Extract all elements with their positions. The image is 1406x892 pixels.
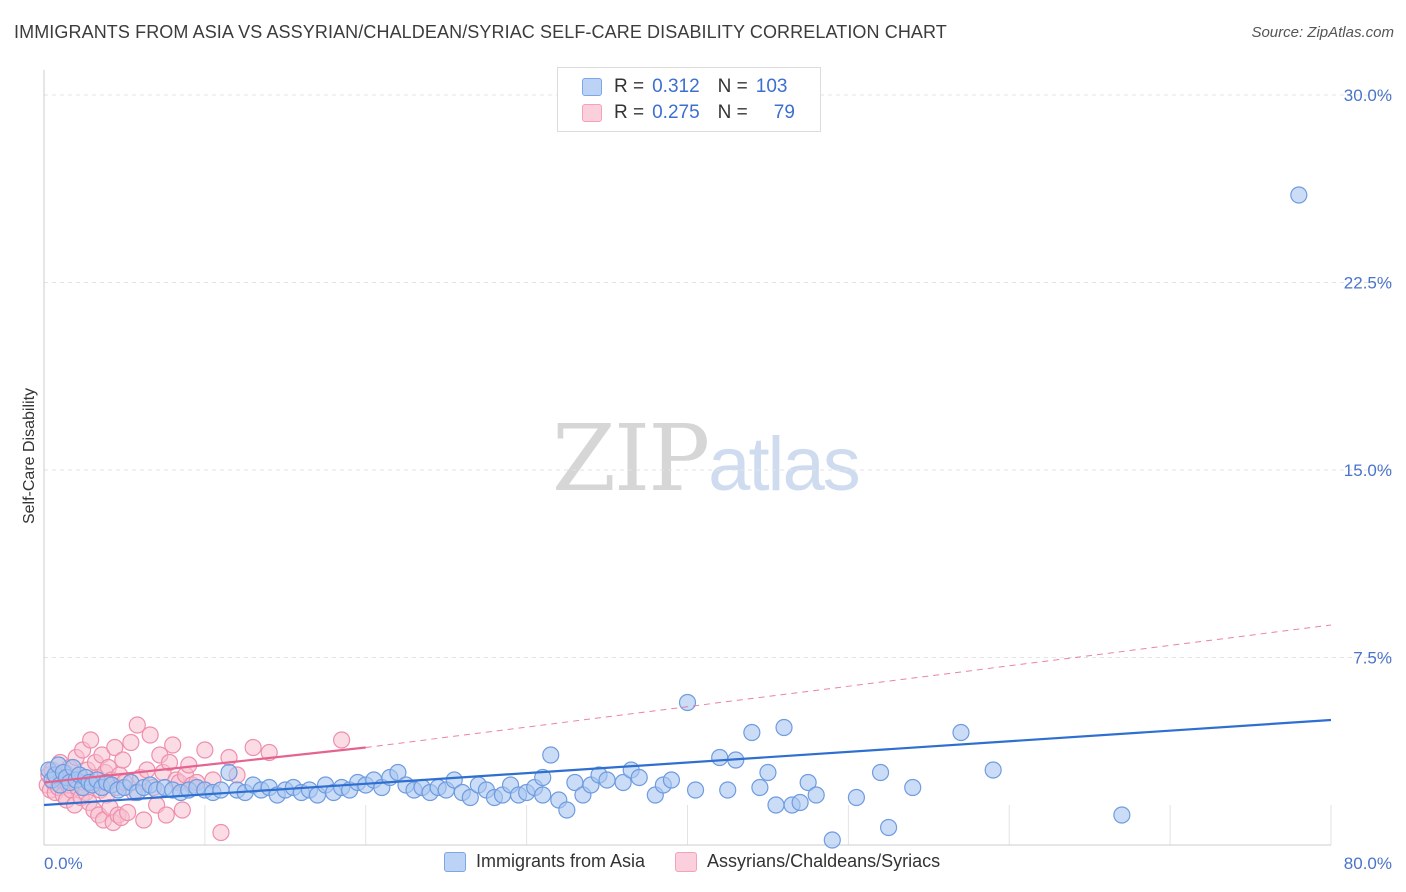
data-point-immigrants-asia [614,773,632,792]
legend-r-label: R = [614,102,645,123]
source-label: Source: ZipAtlas.com [1251,24,1394,41]
legend-label: Immigrants from Asia [476,851,646,871]
data-point-assyrians [164,736,182,754]
legend-item-assyrians: Assyrians/Chaldeans/Syriacs [675,851,940,872]
chart-title: IMMIGRANTS FROM ASIA VS ASSYRIAN/CHALDEA… [14,22,947,42]
watermark-atlas: atlas [708,422,861,507]
legend-swatch-pink [582,104,602,122]
data-point-immigrants-asia [558,801,576,819]
legend-n-value: 79 [773,102,795,123]
data-point-immigrants-asia [598,771,616,789]
data-point-immigrants-asia [984,761,1002,779]
data-point-immigrants-asia [711,748,729,767]
data-point-immigrants-asia [847,788,866,807]
data-point-immigrants-asia [220,763,238,782]
data-point-immigrants-asia [791,793,809,812]
trend-line-assyrians [43,746,366,784]
data-point-assyrians [135,811,153,829]
axes [43,70,1331,846]
legend-r-value: 0.312 [652,76,700,97]
watermark: ZIPatlas [552,405,861,512]
data-point-assyrians [122,733,140,752]
data-point-immigrants-asia [775,718,793,737]
trend-lines [43,624,1332,807]
data-point-assyrians [141,726,159,744]
data-point-immigrants-asia [767,796,785,814]
data-point-immigrants-asia [630,768,648,787]
y-tick-label: 30.0% [1344,86,1392,105]
data-point-immigrants-asia [1290,186,1308,204]
y-tick-label: 22.5% [1344,274,1392,293]
correlation-legend: R = 0.312 N = 103 R = 0.275 N = 79 [557,67,821,132]
legend-swatch-blue [444,851,466,872]
data-point-immigrants-asia [759,763,777,782]
data-point-immigrants-asia [1113,806,1131,824]
data-point-assyrians [212,823,230,842]
data-point-immigrants-asia [212,781,230,799]
legend-n-value: 103 [755,76,788,97]
x-tick-label: 0.0% [44,854,83,873]
y-tick-label: 7.5% [1353,649,1392,668]
data-point-assyrians [157,806,175,824]
data-point-immigrants-asia [871,763,890,782]
data-point-immigrants-asia [686,781,705,799]
legend-row-pink: R = 0.275 N = 79 [582,101,795,125]
data-point-immigrants-asia [904,778,922,797]
data-point-immigrants-asia [389,763,407,782]
data-point-assyrians [180,756,198,774]
data-point-assyrians [333,731,351,749]
legend-row-blue: R = 0.312 N = 103 [582,75,787,99]
data-point-immigrants-asia [879,818,898,837]
data-point-immigrants-asia [534,786,552,804]
legend-n-label: N = [717,76,748,97]
legend-r-value: 0.275 [652,102,700,123]
data-point-immigrants-asia [751,778,769,797]
series-legend: Immigrants from Asia Assyrians/Chaldeans… [444,851,970,872]
data-point-assyrians [114,751,132,769]
trend-line-assyrians-extrapolated [365,624,1332,748]
y-tick-label: 15.0% [1344,461,1392,480]
legend-n-label: N = [717,102,748,123]
data-point-assyrians [128,716,146,734]
legend-r-label: R = [614,76,645,97]
x-tick-label: 80.0% [1344,854,1392,873]
data-point-immigrants-asia [534,768,552,787]
grid-lines [44,94,1392,845]
data-point-assyrians [106,738,124,757]
data-point-immigrants-asia [799,773,817,792]
data-point-immigrants-asia [542,746,560,764]
series-immigrants-asia-points [40,186,1308,849]
y-axis-title: Self-Care Disability [21,388,38,524]
data-point-immigrants-asia [719,781,737,799]
data-point-immigrants-asia [952,723,970,742]
watermark-zip: ZIP [552,405,710,512]
data-point-assyrians [196,741,214,759]
tick-labels: 7.5% 15.0% 22.5% 30.0% 0.0% 80.0% [44,86,1392,873]
data-point-assyrians [82,731,100,749]
legend-swatch-pink [675,851,698,872]
data-point-immigrants-asia [461,788,479,807]
data-point-immigrants-asia [807,786,825,804]
data-point-immigrants-asia [743,723,761,742]
data-point-assyrians [119,803,137,822]
trend-line-immigrants-asia [43,718,1332,807]
data-point-immigrants-asia [823,831,841,849]
data-point-assyrians [160,753,179,772]
legend-swatch-blue [582,78,602,96]
data-point-immigrants-asia [445,771,463,789]
data-point-assyrians [173,801,191,819]
data-point-immigrants-asia [678,693,697,712]
legend-item-immigrants-asia: Immigrants from Asia [444,851,645,872]
data-point-immigrants-asia [662,771,681,789]
legend-label: Assyrians/Chaldeans/Syriacs [707,851,941,871]
data-point-assyrians [244,738,262,757]
